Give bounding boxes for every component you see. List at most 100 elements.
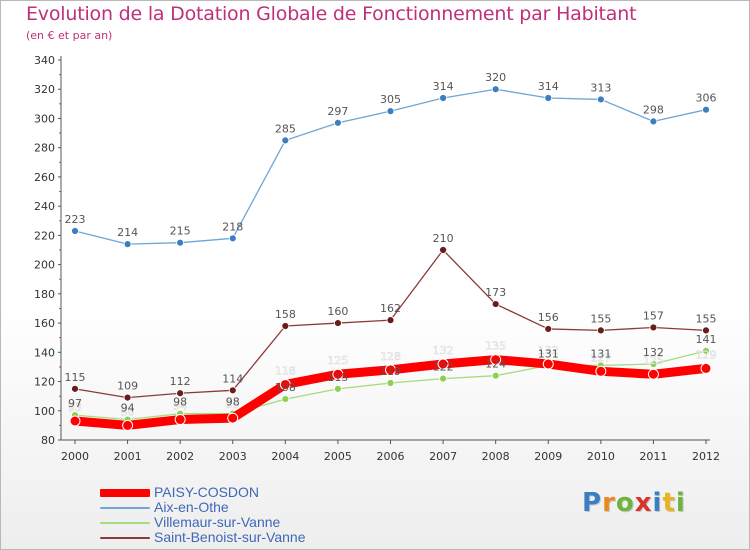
data-point — [334, 384, 342, 393]
data-label: 93 — [68, 401, 82, 414]
data-label: 132 — [433, 344, 454, 357]
data-point — [334, 118, 342, 127]
data-label: 124 — [485, 358, 506, 371]
data-label: 297 — [327, 105, 348, 118]
data-point — [439, 246, 447, 254]
data-label: 125 — [327, 354, 348, 367]
y-tick-label: 320 — [34, 83, 55, 96]
logo-letter: r — [602, 488, 616, 518]
x-tick-label: 2003 — [219, 450, 247, 463]
data-label: 158 — [275, 308, 296, 321]
data-label: 306 — [696, 92, 717, 105]
y-tick-label: 260 — [34, 171, 55, 184]
data-label: 162 — [380, 302, 401, 315]
data-point — [71, 227, 79, 235]
legend-swatch — [100, 507, 150, 509]
data-point — [385, 364, 396, 376]
data-label: 131 — [538, 347, 559, 360]
data-label: 97 — [68, 397, 82, 410]
x-tick-label: 2004 — [271, 450, 299, 463]
data-label: 156 — [538, 311, 559, 324]
data-label: 90 — [121, 405, 135, 418]
legend-swatch — [100, 537, 150, 539]
logo-letter: o — [615, 488, 635, 518]
data-label: 112 — [170, 375, 191, 388]
data-label: 285 — [275, 122, 296, 135]
data-label: 132 — [538, 344, 559, 357]
data-label: 135 — [485, 340, 506, 353]
data-point — [490, 354, 502, 366]
data-point — [596, 95, 605, 104]
legend-swatch — [100, 522, 150, 524]
y-tick-label: 340 — [34, 54, 55, 67]
x-tick-label: 2005 — [324, 450, 352, 463]
y-tick-label: 180 — [34, 288, 55, 301]
data-point — [386, 107, 395, 116]
data-label: 132 — [643, 346, 664, 359]
x-tick-label: 2009 — [534, 450, 562, 463]
data-label: 218 — [222, 220, 243, 233]
data-point — [491, 371, 500, 380]
data-label: 223 — [65, 213, 86, 226]
data-point — [123, 393, 132, 402]
data-point — [122, 419, 134, 431]
data-label: 118 — [275, 364, 296, 377]
legend-label: PAISY-COSDON — [154, 484, 260, 500]
y-tick-label: 200 — [34, 259, 55, 272]
data-label: 314 — [433, 80, 454, 93]
y-tick-label: 120 — [34, 376, 55, 389]
y-tick-label: 100 — [34, 405, 55, 418]
data-label: 314 — [538, 80, 559, 93]
data-point — [649, 323, 658, 332]
data-point — [596, 326, 605, 335]
data-label: 313 — [590, 81, 611, 94]
data-label: 160 — [327, 305, 348, 318]
y-tick-label: 80 — [41, 434, 55, 447]
logo-letter: i — [675, 488, 686, 518]
data-point — [544, 94, 553, 102]
data-label: 98 — [226, 396, 240, 409]
data-point — [386, 316, 395, 325]
data-point — [491, 85, 500, 94]
data-label: 109 — [117, 380, 138, 393]
data-point — [437, 358, 449, 370]
data-point — [281, 395, 290, 403]
data-point — [176, 389, 185, 398]
data-point — [702, 326, 710, 335]
legend-item: Aix-en-Othe — [100, 499, 400, 515]
x-tick-label: 2010 — [587, 450, 615, 463]
data-point — [544, 325, 553, 333]
x-tick-label: 2011 — [639, 450, 667, 463]
data-label: 125 — [643, 354, 664, 367]
legend-swatch — [100, 489, 150, 497]
data-label: 95 — [226, 398, 240, 411]
data-label: 129 — [696, 348, 717, 361]
data-label: 108 — [275, 381, 296, 394]
data-point — [334, 319, 342, 327]
x-tick-label: 2007 — [429, 450, 457, 463]
data-label: 98 — [173, 396, 187, 409]
data-point — [649, 360, 658, 368]
data-label: 215 — [170, 225, 191, 238]
data-label: 114 — [222, 372, 243, 385]
data-point — [386, 379, 395, 387]
y-tick-label: 160 — [34, 317, 55, 330]
data-point — [227, 412, 239, 424]
legend-label: Aix-en-Othe — [154, 499, 229, 515]
data-point — [176, 238, 185, 247]
chart-title: Evolution de la Dotation Globale de Fonc… — [26, 3, 637, 25]
data-point — [439, 94, 447, 102]
data-label: 119 — [380, 365, 401, 378]
data-label: 94 — [121, 402, 135, 415]
data-point — [281, 322, 290, 330]
data-label: 131 — [590, 347, 611, 360]
data-point — [279, 378, 291, 390]
data-label: 115 — [327, 371, 348, 384]
data-point — [281, 136, 290, 145]
data-point — [595, 365, 607, 377]
data-label: 298 — [643, 103, 664, 116]
y-tick-label: 140 — [34, 346, 55, 359]
data-point — [491, 300, 500, 308]
